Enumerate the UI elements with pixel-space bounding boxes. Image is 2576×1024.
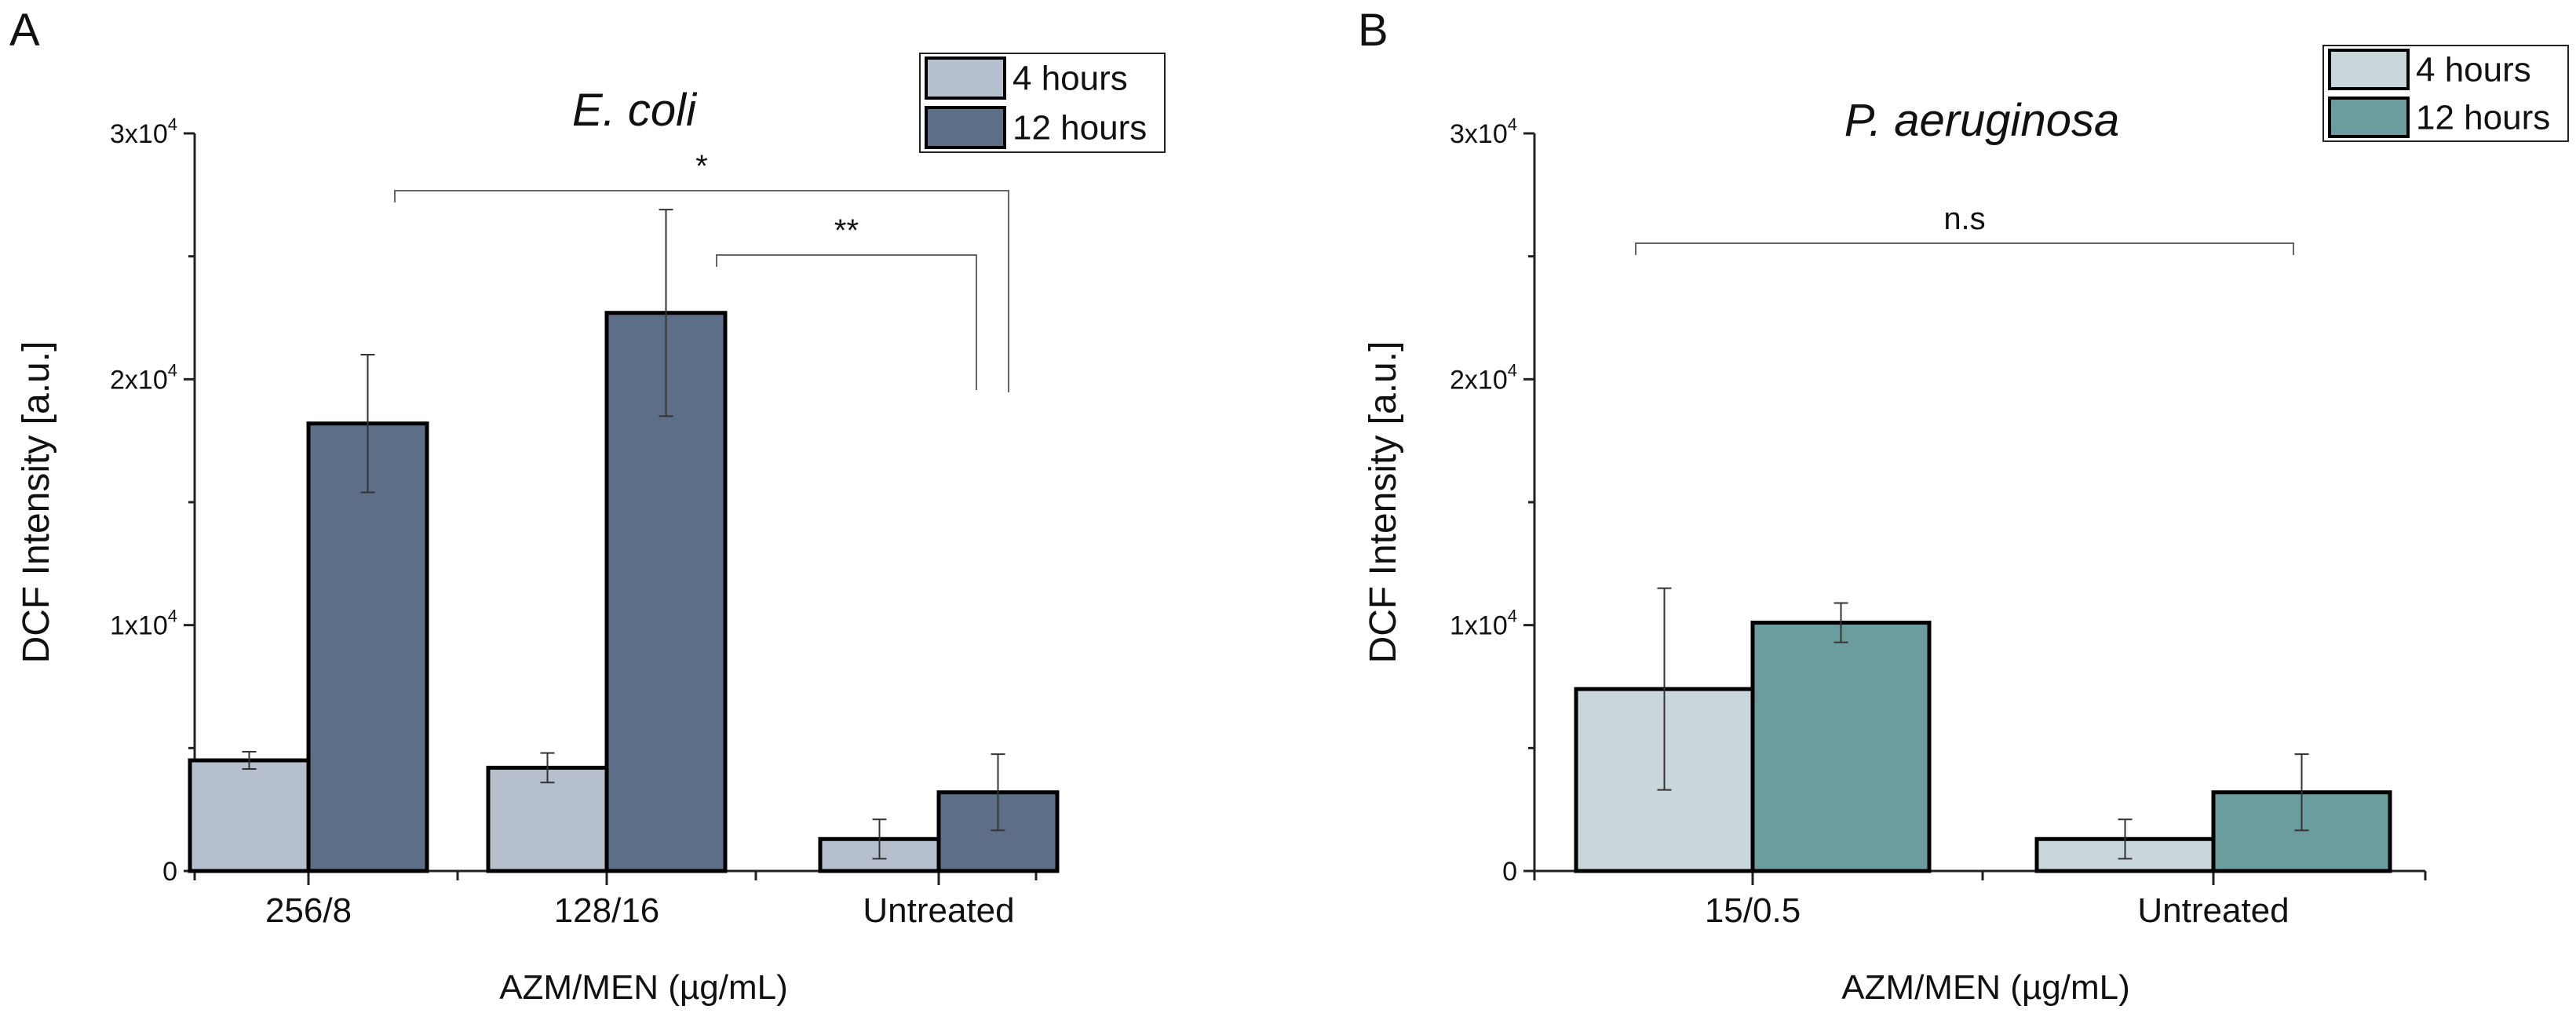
- legend-label: 12 hours: [2416, 99, 2550, 137]
- x-axis-label: AZM/MEN (µg/mL): [1841, 968, 2130, 1007]
- legend-swatch: [925, 56, 1006, 100]
- panel-b: B P. aeruginosa 0 1x104 2x104 3x104 15/0.5 Untr…: [1358, 5, 2569, 1007]
- bar-12-hours-256-8: [306, 421, 429, 873]
- significance-bracket: [716, 254, 977, 390]
- panel-letter: A: [9, 5, 40, 56]
- y-tick-label: 2x104: [1450, 360, 1517, 395]
- legend-swatch: [925, 106, 1006, 149]
- legend-swatch: [2328, 97, 2410, 138]
- panel-a: A E. coli 0 1x104 2x104 3x104 256/8 128/16 Untre…: [9, 5, 1166, 1007]
- legend: 4 hours 12 hours: [919, 53, 1166, 153]
- y-tick-label: 1x104: [110, 607, 177, 641]
- y-tick-label: 0: [1502, 857, 1517, 887]
- legend: 4 hours 12 hours: [2322, 45, 2569, 142]
- x-tick-label: 15/0.5: [1705, 891, 1801, 930]
- legend-label: 12 hours: [1013, 109, 1147, 148]
- y-axis-label: DCF Intensity [a.u.]: [1363, 341, 1404, 664]
- chart-title: E. coli: [572, 85, 698, 136]
- x-tick-label: 256/8: [265, 891, 352, 930]
- y-tick-label: 2x104: [110, 360, 177, 395]
- significance-bracket: [1635, 242, 2294, 255]
- x-tick-label: 128/16: [554, 891, 660, 930]
- legend-label: 4 hours: [2416, 51, 2531, 89]
- y-tick-label: 1x104: [1450, 607, 1517, 641]
- significance-label: n.s: [1943, 202, 1985, 236]
- bar-4-hours-256-8: [188, 758, 311, 873]
- y-tick-label: 3x104: [110, 115, 177, 149]
- x-tick-label: Untreated: [863, 891, 1014, 930]
- significance-label: *: [695, 149, 708, 184]
- bar-12-hours-Untreated: [2211, 790, 2392, 873]
- bar-12-hours-15-0-5: [1750, 621, 1932, 873]
- panel-letter: B: [1358, 5, 1388, 56]
- y-axis-label: DCF Intensity [a.u.]: [16, 341, 57, 664]
- x-axis-label: AZM/MEN (µg/mL): [499, 968, 788, 1007]
- legend-swatch: [2328, 49, 2410, 90]
- y-tick-label: 0: [162, 857, 177, 887]
- significance-bracket: [394, 190, 1009, 392]
- chart-title: P. aeruginosa: [1844, 95, 2119, 146]
- x-tick-label: Untreated: [2137, 891, 2289, 930]
- y-tick-label: 3x104: [1450, 115, 1517, 149]
- significance-label: **: [834, 213, 859, 248]
- legend-label: 4 hours: [1013, 60, 1128, 98]
